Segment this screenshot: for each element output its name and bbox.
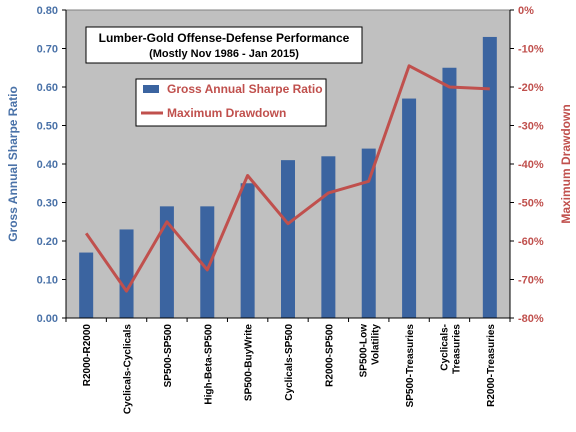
drawdown-line-group: [84, 64, 490, 293]
y2-axis-title: Maximum Drawdown: [559, 104, 573, 223]
x-category-label: High-Beta-SP500: [203, 324, 214, 405]
bars-group: [79, 36, 497, 318]
y2-tick-label: -20%: [518, 82, 544, 94]
sharpe-bar: [119, 229, 134, 318]
category-labels: R2000-R2000 Cyclicals-Cyclicals SP500-SP50…: [82, 324, 497, 415]
y2-tick-label: -10%: [518, 44, 544, 56]
y2-tick-label: -60%: [518, 236, 544, 248]
x-category-label: SP500-Treasuries: [405, 324, 416, 408]
y-tick-label: 0.20: [37, 236, 58, 248]
sharpe-bar: [79, 252, 94, 318]
legend-box: [135, 78, 327, 127]
sharpe-bar: [281, 160, 295, 318]
y-axis-title: Gross Annual Sharpe Ratio: [6, 86, 20, 242]
y2-tick-label: -40%: [518, 159, 544, 171]
sharpe-bar: [442, 67, 457, 318]
x-category-label: R2000-Treasuries: [486, 324, 497, 407]
ticks-group: 0.00 0.10 0.20 0.30 0.40 0.50 0.60 0.70 0.80 -80%…: [37, 5, 544, 325]
x-category-label: R2000-SP500: [324, 324, 335, 387]
y-tick-label: 0.30: [37, 198, 58, 210]
sharpe-bar: [321, 156, 336, 318]
y2-tick-label: -50%: [518, 198, 544, 210]
axes-group: [62, 9, 514, 322]
y2-tick-label: -80%: [518, 313, 544, 325]
y-tick-label: 0.00: [37, 313, 58, 325]
x-category-label: Cyclicals-Cyclicals: [123, 324, 134, 414]
y2-tick-label: 0%: [518, 5, 534, 17]
legend-bar-label: Gross Annual Sharpe Ratio: [167, 82, 323, 96]
chart-title: Lumber-Gold Offense-Defense Performance: [99, 31, 350, 45]
y2-tick-label: -30%: [518, 121, 544, 133]
y-tick-label: 0.40: [37, 159, 58, 171]
sharpe-bar: [240, 183, 255, 318]
y-tick-label: 0.70: [37, 44, 58, 56]
sharpe-bar: [361, 148, 376, 318]
x-category-label: SP500-SP500: [163, 324, 174, 388]
sharpe-bar: [200, 206, 215, 318]
y-tick-label: 0.60: [37, 82, 58, 94]
chart-subtitle: (Mostly Nov 1986 - Jan 2015): [149, 48, 299, 60]
legend-line-label: Maximum Drawdown: [167, 106, 286, 120]
legend-bar-swatch: [143, 85, 159, 93]
y-tick-label: 0.80: [37, 5, 58, 17]
y-tick-label: 0.50: [37, 121, 58, 133]
drawdown-line: [84, 64, 490, 293]
y-tick-label: 0.10: [37, 275, 58, 287]
title-box: [85, 26, 363, 64]
sharpe-bar: [482, 36, 497, 318]
sharpe-bar: [159, 206, 174, 318]
x-category-label: Cyclicals-: [439, 324, 450, 371]
x-category-label: SP500-Low: [359, 324, 370, 378]
x-category-label: Volatility: [371, 324, 382, 365]
x-category-label: Treasuries: [451, 324, 462, 374]
x-category-label: Cyclicals-SP500: [284, 324, 295, 401]
y2-tick-label: -70%: [518, 275, 544, 287]
x-category-label: SP500-BuyWrite: [244, 324, 255, 402]
x-category-label: R2000-R2000: [82, 324, 93, 387]
sharpe-bar: [402, 98, 417, 318]
